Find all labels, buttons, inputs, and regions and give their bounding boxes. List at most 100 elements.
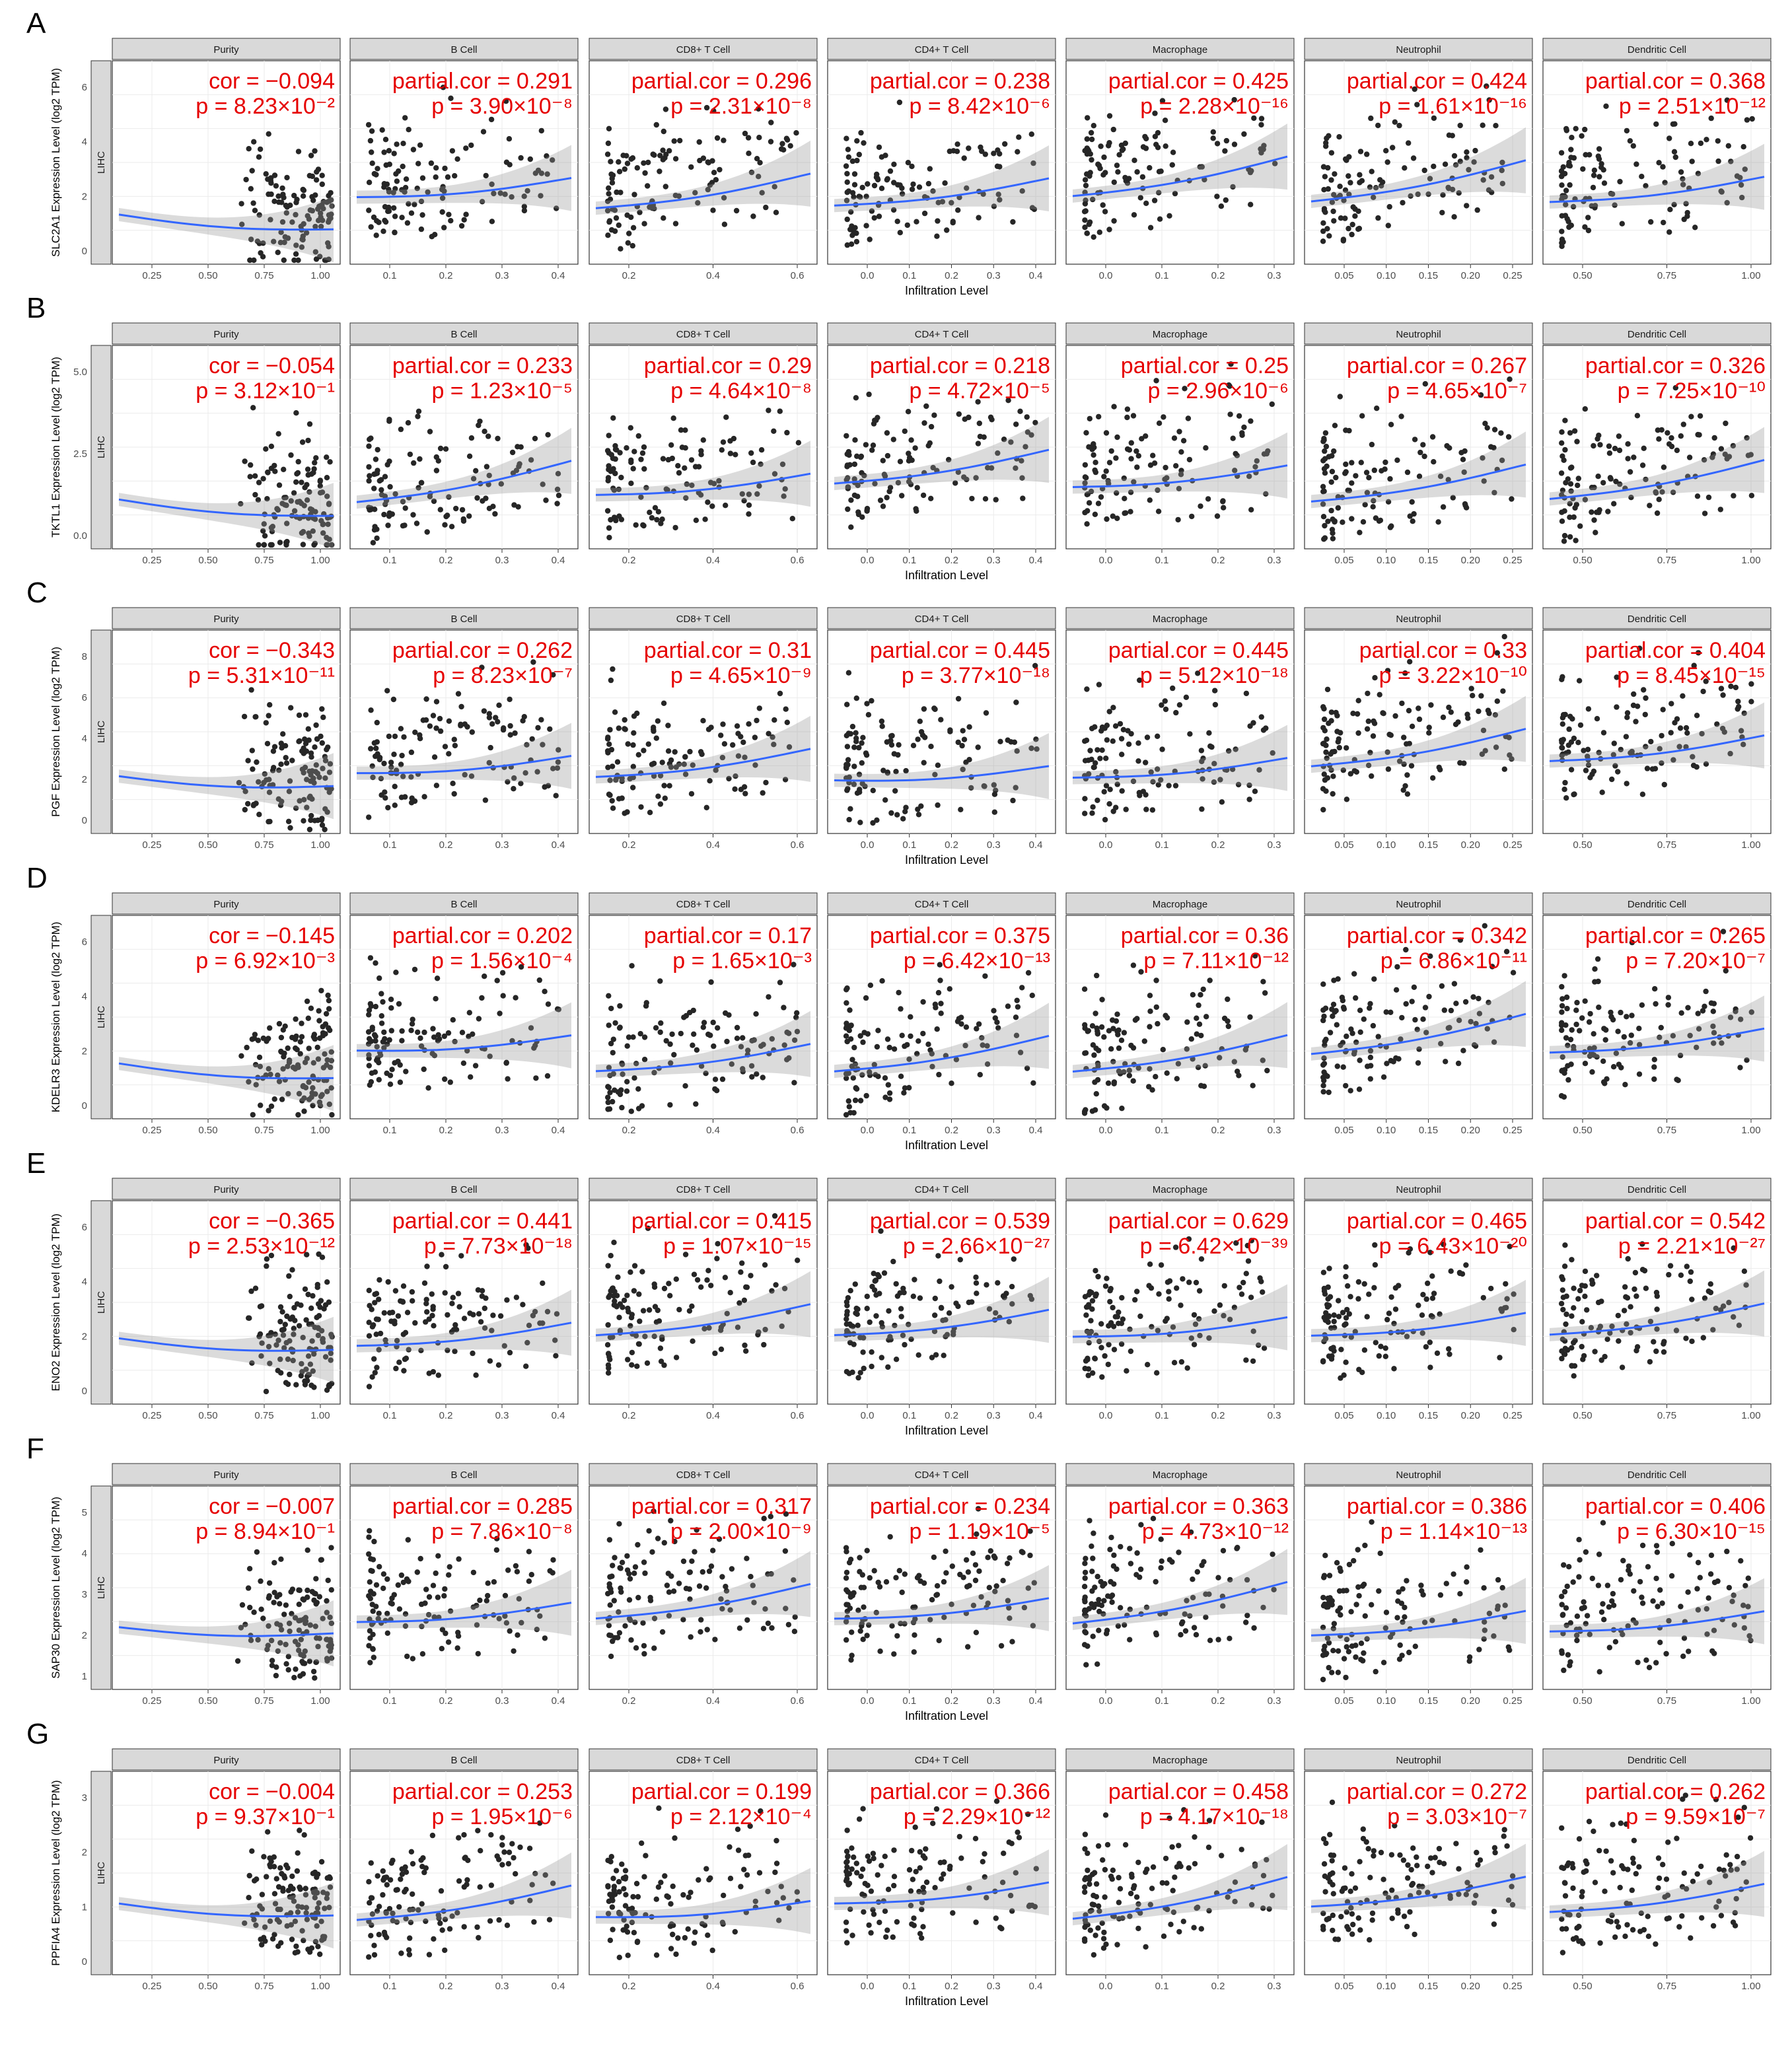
panel-d-cd4-t-cell-point — [902, 1085, 908, 1091]
panel-a-neutrophil-point — [1466, 166, 1472, 173]
panel-c-cd4-t-cell-point — [935, 762, 941, 768]
panel-d-dendritic-cell-point — [1573, 1021, 1579, 1028]
panel-a-cd4-t-cell-point — [895, 182, 901, 188]
panel-d-purity-point — [299, 1020, 305, 1026]
panel-c-b-cell-point — [421, 794, 427, 800]
panel-d-dendritic-cell-point — [1618, 1009, 1624, 1016]
panel-e-cd4-t-cell-point — [843, 1312, 850, 1318]
panel-b-b-cell-point — [417, 456, 423, 462]
panel-e-b-cell-point — [371, 1356, 377, 1362]
panel-d-macrophage-point — [1130, 1045, 1137, 1051]
panel-b-b-cell-point — [385, 522, 391, 528]
panel-a-neutrophil-point — [1357, 180, 1363, 186]
panel-a-neutrophil-point — [1320, 228, 1326, 234]
panel-b-dendritic-cell-point — [1593, 530, 1598, 536]
panel-e-purity-point — [263, 1388, 269, 1395]
panel-b-purity-point — [313, 455, 319, 461]
panel-d-b-cell-p-value: p = 1.56×10⁻⁴ — [431, 948, 573, 973]
panel-d-dendritic-cell-point — [1622, 1082, 1628, 1088]
panel-b-b-cell-point — [427, 429, 433, 435]
panel-a-macrophage-point — [1131, 212, 1137, 218]
panel-c-cd8-t-cell-point — [657, 801, 664, 807]
panel-b-cd8-t-cell-point — [702, 516, 708, 522]
panel-e-macrophage-point — [1104, 1275, 1110, 1281]
panel-a-macrophage-point — [1248, 201, 1254, 207]
panel-d-neutrophil-point — [1341, 1006, 1347, 1012]
panel-a-cd8-t-cell-point — [710, 207, 716, 213]
panel-c-cd8-t-cell-point — [610, 805, 616, 811]
panel-a-cd8-t-cell-confidence-band — [596, 140, 810, 215]
panel-a-cd8-t-cell-point — [783, 135, 790, 141]
panel-e-cd8-t-cell-point — [712, 1350, 718, 1357]
panel-a-cd8-t-cell-point — [748, 169, 755, 176]
panel-e-b-cell-point — [376, 1277, 382, 1283]
panel-e-cd8-t-cell-xtick: 0.2 — [622, 1410, 636, 1421]
panel-a-cd4-t-cell-point — [843, 163, 849, 169]
panel-c-cd4-t-cell-point — [882, 797, 888, 803]
panel-a-b-cell-point — [442, 165, 448, 172]
panel-b-dendritic-cell-point — [1573, 538, 1579, 544]
panel-b-purity-point — [238, 501, 244, 507]
panel-b-cd8-t-cell-point — [639, 450, 646, 456]
panel-d-cd8-t-cell-point — [701, 1020, 707, 1026]
panel-c-purity-point — [245, 800, 251, 807]
panel-b-dendritic-cell-point — [1571, 428, 1578, 434]
panel-c-dendritic-cell-point — [1562, 779, 1568, 786]
panel-a-b-cell-point — [410, 147, 417, 153]
panel-a-cd4-t-cell-panel — [827, 60, 1056, 268]
panel-c-dendritic-cell-point — [1668, 730, 1674, 736]
panel-d-dendritic-cell-point — [1559, 1009, 1565, 1015]
panel-e-b-cell-point — [482, 1305, 487, 1312]
panel-b-purity-point — [268, 443, 275, 449]
panel-e-b-cell-point — [461, 1316, 468, 1322]
panel-d-dendritic-cell-point — [1628, 1032, 1634, 1038]
panel-a-cd4-t-cell-point — [861, 140, 867, 146]
panel-b-dendritic-cell-point — [1608, 476, 1614, 482]
panel-a-neutrophil-point — [1384, 159, 1390, 165]
panel-b-cd4-t-cell-point — [1017, 408, 1023, 414]
panel-e-cd4-t-cell-point — [946, 1310, 952, 1316]
panel-b-neutrophil-point — [1324, 463, 1330, 470]
panel-a-cd8-t-cell-point — [778, 146, 785, 152]
panel-e-cd8-t-cell-point — [748, 1273, 754, 1279]
panel-c-neutrophil-point — [1485, 707, 1491, 713]
panel-d-b-cell-point — [445, 1030, 452, 1036]
panel-a-dendritic-cell-confidence-band — [1550, 143, 1764, 210]
panel-b-neutrophil-point — [1409, 499, 1415, 505]
panel-a-purity-point — [281, 195, 287, 201]
panel-c-cd8-t-cell-correlation: partial.cor = 0.31 — [644, 638, 812, 663]
panel-a-cd8-t-cell-point — [629, 242, 635, 249]
panel-b-macrophage-point — [1163, 464, 1168, 471]
panel-a-ytick: 4 — [82, 137, 87, 148]
panel-d-b-cell-point — [373, 960, 378, 966]
panel-d-dendritic-cell-point — [1621, 1034, 1627, 1040]
panel-a-purity-point — [283, 202, 289, 209]
panel-e-cd4-t-cell-point — [847, 1288, 853, 1294]
panel-c-dendritic-cell-p-value: p = 8.45×10⁻¹⁵ — [1617, 663, 1766, 688]
panel-b-macrophage-point — [1173, 463, 1179, 469]
panel-a-b-cell-point — [366, 180, 373, 186]
panel-a-cd4-t-cell-strip-label: CD4+ T Cell — [915, 44, 969, 55]
panel-d-cd4-t-cell-point — [1013, 1014, 1019, 1020]
panel-e-cd8-t-cell-point — [722, 1275, 729, 1281]
panel-e-cd8-t-cell-xtick: 0.4 — [706, 1410, 720, 1421]
panel-a-cd8-t-cell-point — [651, 152, 657, 158]
panel-b-b-cell-point — [474, 495, 480, 501]
panel-b-cd8-t-cell-point — [784, 429, 790, 436]
panel-a-cd4-t-cell-point — [1019, 188, 1025, 194]
panel-d-macrophage-point — [1147, 1008, 1153, 1014]
panel-c-dendritic-cell-point — [1566, 726, 1572, 732]
panel-a-cd8-t-cell-point — [605, 140, 612, 147]
panel-b-neutrophil-point — [1440, 504, 1447, 510]
panel-a-cd8-t-cell-point — [696, 139, 702, 145]
panel-b-dendritic-cell-point — [1559, 453, 1565, 459]
panel-e-cd8-t-cell-point — [611, 1240, 617, 1246]
panel-b-cd4-t-cell-point — [928, 495, 934, 501]
panel-a-macrophage-point — [1106, 113, 1113, 119]
panel-d-b-cell-xtick: 0.4 — [552, 1125, 565, 1136]
panel-b-purity-point — [306, 533, 312, 540]
panel-b-dendritic-cell-point — [1686, 454, 1693, 460]
panel-d-dendritic-cell-point — [1658, 1024, 1664, 1031]
panel-d-neutrophil-point — [1371, 976, 1377, 982]
panel-d-cd4-t-cell-point — [857, 1098, 864, 1104]
